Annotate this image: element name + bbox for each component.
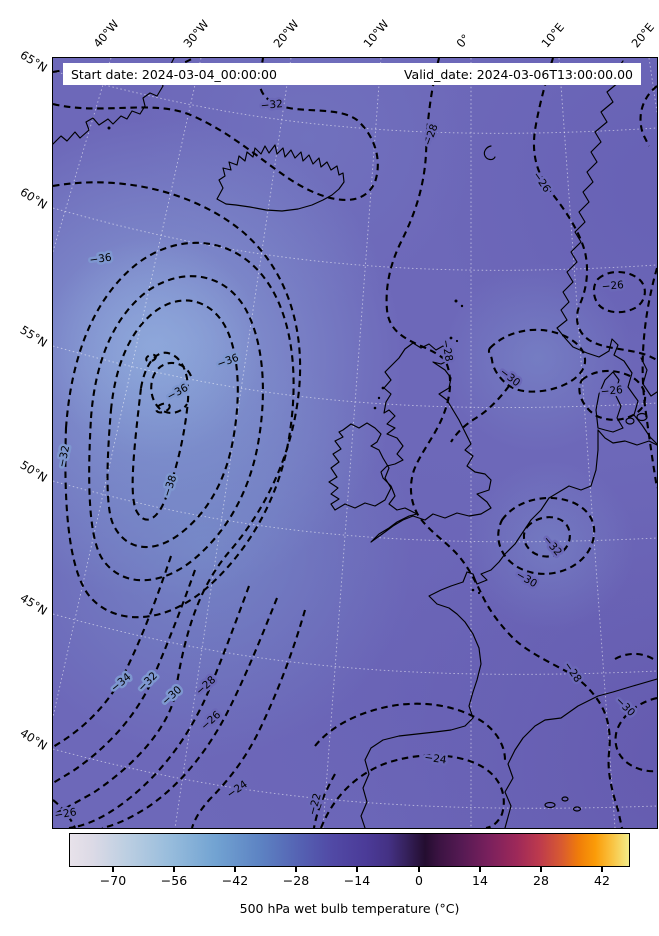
lat-tick-55n: 55°N — [17, 322, 50, 350]
contour--26-norway — [532, 58, 657, 361]
contour-right-edge-b — [641, 267, 657, 489]
colorbar-tick — [295, 867, 297, 872]
colorbar-tick — [234, 867, 236, 872]
contour-core-a — [155, 402, 171, 414]
coast-denmark — [595, 371, 624, 433]
contour--24-france-top — [314, 702, 507, 761]
colorbar-tick — [112, 867, 114, 872]
contour--30-northsea-tail — [450, 385, 510, 443]
contour-bottomright-extra — [614, 652, 657, 662]
colorbar-tick — [601, 867, 603, 872]
contour--34-fan — [53, 555, 172, 748]
contour--28-long — [385, 58, 624, 828]
lon-tick-30w: 30°W — [180, 17, 212, 51]
contour--26-fan — [101, 597, 278, 828]
contour--36-coldpool — [106, 299, 239, 549]
colorbar — [69, 833, 630, 867]
colorbar-tick — [540, 867, 542, 872]
coast-faroe — [483, 145, 496, 161]
coast-france-iberia — [360, 497, 550, 828]
colorbar-tick — [418, 867, 420, 872]
contour-label: −36 — [89, 252, 113, 267]
coast-germany-netherlands — [548, 429, 657, 499]
contour--30-bottomright — [614, 696, 657, 773]
contour-core-b — [145, 353, 157, 363]
contour-label: −26 — [600, 384, 623, 398]
lon-tick-10w: 10°W — [360, 17, 392, 51]
contour--30-channel — [497, 497, 596, 575]
contour-top-corner — [53, 58, 194, 74]
contour--36-fold — [150, 361, 192, 414]
colorbar-ticklabel: 28 — [533, 873, 549, 888]
coast-great-britain — [370, 342, 492, 543]
temperature-shading — [53, 58, 657, 828]
lon-tick-20w: 20°W — [270, 17, 302, 51]
contour-lines — [53, 58, 657, 828]
colorbar-ticklabel: 0 — [415, 873, 423, 888]
lat-tick-45n: 45°N — [17, 590, 50, 618]
contour--32-coldpool — [64, 241, 295, 619]
map-canvas: −32 −28 −26 −36 −26 −36 −36 −28 −30 −26 … — [53, 58, 657, 828]
colorbar-ticklabel: −42 — [221, 873, 249, 888]
contour--26-loop-a — [592, 270, 646, 314]
colorbar-tick — [479, 867, 481, 872]
colorbar-ticklabel: 42 — [594, 873, 610, 888]
contour-right-edge-a — [639, 85, 657, 147]
colorbar-ticklabel: −28 — [282, 873, 310, 888]
contour--24-fan — [190, 609, 307, 828]
contour-label: −26 — [601, 279, 624, 293]
lat-tick-60n: 60°N — [17, 184, 50, 212]
contour--28-fan — [68, 585, 250, 828]
lon-tick-10e: 10°E — [538, 20, 568, 51]
contour--30-northsea — [487, 328, 587, 393]
colorbar-tick — [356, 867, 358, 872]
contour--26-loop-b — [578, 369, 647, 421]
contour-label: −32 — [260, 98, 283, 112]
graticule — [53, 58, 657, 828]
start-date-label: Start date: 2024-03-04_00:00:00 — [71, 66, 277, 82]
contour--22 — [312, 773, 336, 828]
colorbar-ticklabel: −56 — [160, 873, 188, 888]
date-title-bar: Start date: 2024-03-04_00:00:00 Valid_da… — [63, 63, 641, 85]
colorbar-caption: 500 hPa wet bulb temperature (°C) — [239, 901, 460, 916]
lat-tick-50n: 50°N — [17, 457, 50, 485]
lat-tick-65n: 65°N — [17, 47, 50, 75]
contour--32-fan — [53, 569, 196, 784]
contour-label: −24 — [424, 752, 448, 767]
coast-norway-sweden — [556, 60, 657, 445]
contour--24-france-bottom — [320, 754, 505, 828]
contour--26-corner — [53, 799, 76, 828]
colorbar-ticklabel: 14 — [472, 873, 488, 888]
contour--38-tongue — [131, 351, 190, 521]
map-axes: −32 −28 −26 −36 −26 −36 −36 −28 −30 −26 … — [52, 57, 658, 829]
colorbar-tick — [173, 867, 175, 872]
coast-mediterranean — [504, 678, 657, 828]
valid-date-label: Valid_date: 2024-03-06T13:00:00.00 — [403, 66, 633, 82]
contour--32-top — [53, 58, 379, 201]
colorbar-ticklabel: −70 — [99, 873, 127, 888]
lon-tick-0: 0° — [453, 31, 473, 51]
lon-tick-40w: 40°W — [90, 17, 122, 51]
contour--34-coldpool — [88, 275, 264, 582]
contour--32-channel — [522, 516, 571, 558]
colorbar-ticklabel: −14 — [343, 873, 371, 888]
lat-tick-40n: 40°N — [17, 725, 50, 753]
coast-ireland — [328, 422, 392, 511]
contour--30-fan — [53, 181, 302, 816]
lon-tick-20e: 20°E — [628, 20, 658, 51]
coast-iceland — [216, 144, 345, 212]
